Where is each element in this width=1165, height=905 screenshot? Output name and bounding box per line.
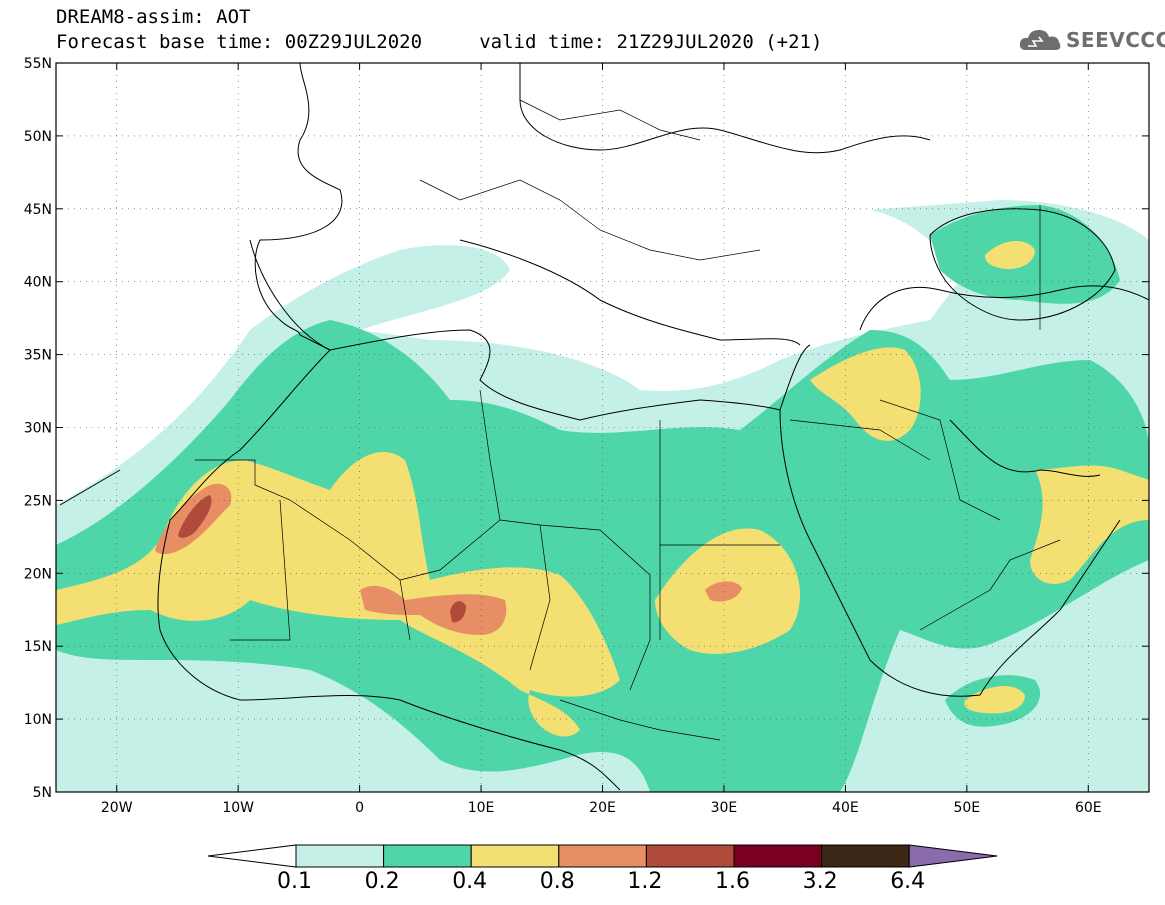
seevccc-logo: SEEVCCC xyxy=(1018,26,1165,58)
colorbar xyxy=(207,844,998,868)
latitude-axis: 55N 50N 45N 40N 35N 30N 25N 20N 15N 10N 5N xyxy=(24,56,1149,801)
country-borders xyxy=(195,99,1061,741)
colorbar-level-label: 1.2 xyxy=(627,869,663,894)
lon-tick-label: 60E xyxy=(1075,800,1102,816)
lon-tick-label: 40E xyxy=(832,800,859,816)
lon-tick-label: 50E xyxy=(953,800,980,816)
lat-tick-label: 10N xyxy=(24,712,52,728)
colorbar-level-label: 0.8 xyxy=(539,869,575,894)
colorbar-high-arrow xyxy=(908,844,998,868)
colorbar-swatch xyxy=(470,844,560,868)
lon-tick-label: 30E xyxy=(711,800,738,816)
lon-tick-label: 10E xyxy=(468,800,495,816)
colorbar-swatch xyxy=(558,844,647,868)
lat-tick-label: 15N xyxy=(24,639,52,655)
colorbar-swatch xyxy=(733,844,823,868)
colorbar-swatch xyxy=(295,844,385,868)
colorbar-level-label: 0.1 xyxy=(277,869,312,894)
coastlines xyxy=(59,63,1149,791)
lat-tick-label: 35N xyxy=(24,348,52,364)
lat-tick-label: 45N xyxy=(24,202,52,218)
lon-tick-label: 0 xyxy=(355,800,364,816)
lat-tick-label: 50N xyxy=(24,129,52,145)
colorbar-level-label: 6.4 xyxy=(890,869,926,894)
colorbar-swatch xyxy=(645,844,735,868)
lon-tick-label: 20E xyxy=(589,800,616,816)
lat-tick-label: 40N xyxy=(24,275,52,291)
map-title: DREAM8-assim: AOT xyxy=(56,6,251,28)
forecast-time-line: Forecast base time: 00Z29JUL2020 valid t… xyxy=(56,31,823,53)
colorbar-level-label: 0.2 xyxy=(364,869,400,894)
colorbar-swatch xyxy=(383,844,472,868)
lon-tick-label: 20W xyxy=(101,800,133,816)
lat-tick-label: 20N xyxy=(24,566,52,582)
grid-lines xyxy=(56,63,1149,792)
logo-text: SEEVCCC xyxy=(1066,28,1165,52)
lat-tick-label: 25N xyxy=(24,493,52,509)
lat-tick-label: 30N xyxy=(24,421,52,437)
colorbar-low-arrow xyxy=(207,844,297,868)
colorbar-swatch xyxy=(821,844,910,868)
colorbar-level-label: 1.6 xyxy=(715,869,750,894)
aot-contour-1.2 xyxy=(178,495,212,538)
longitude-axis: 20W 10W 0 10E 20E 30E 40E 50E 60E xyxy=(101,63,1102,816)
lat-tick-label: 5N xyxy=(33,785,52,801)
cloud-icon xyxy=(1019,30,1061,50)
lat-tick-label: 55N xyxy=(24,56,52,72)
colorbar-level-label: 0.4 xyxy=(452,869,488,894)
lon-tick-label: 10W xyxy=(222,800,254,816)
colorbar-level-label: 3.2 xyxy=(802,869,838,894)
